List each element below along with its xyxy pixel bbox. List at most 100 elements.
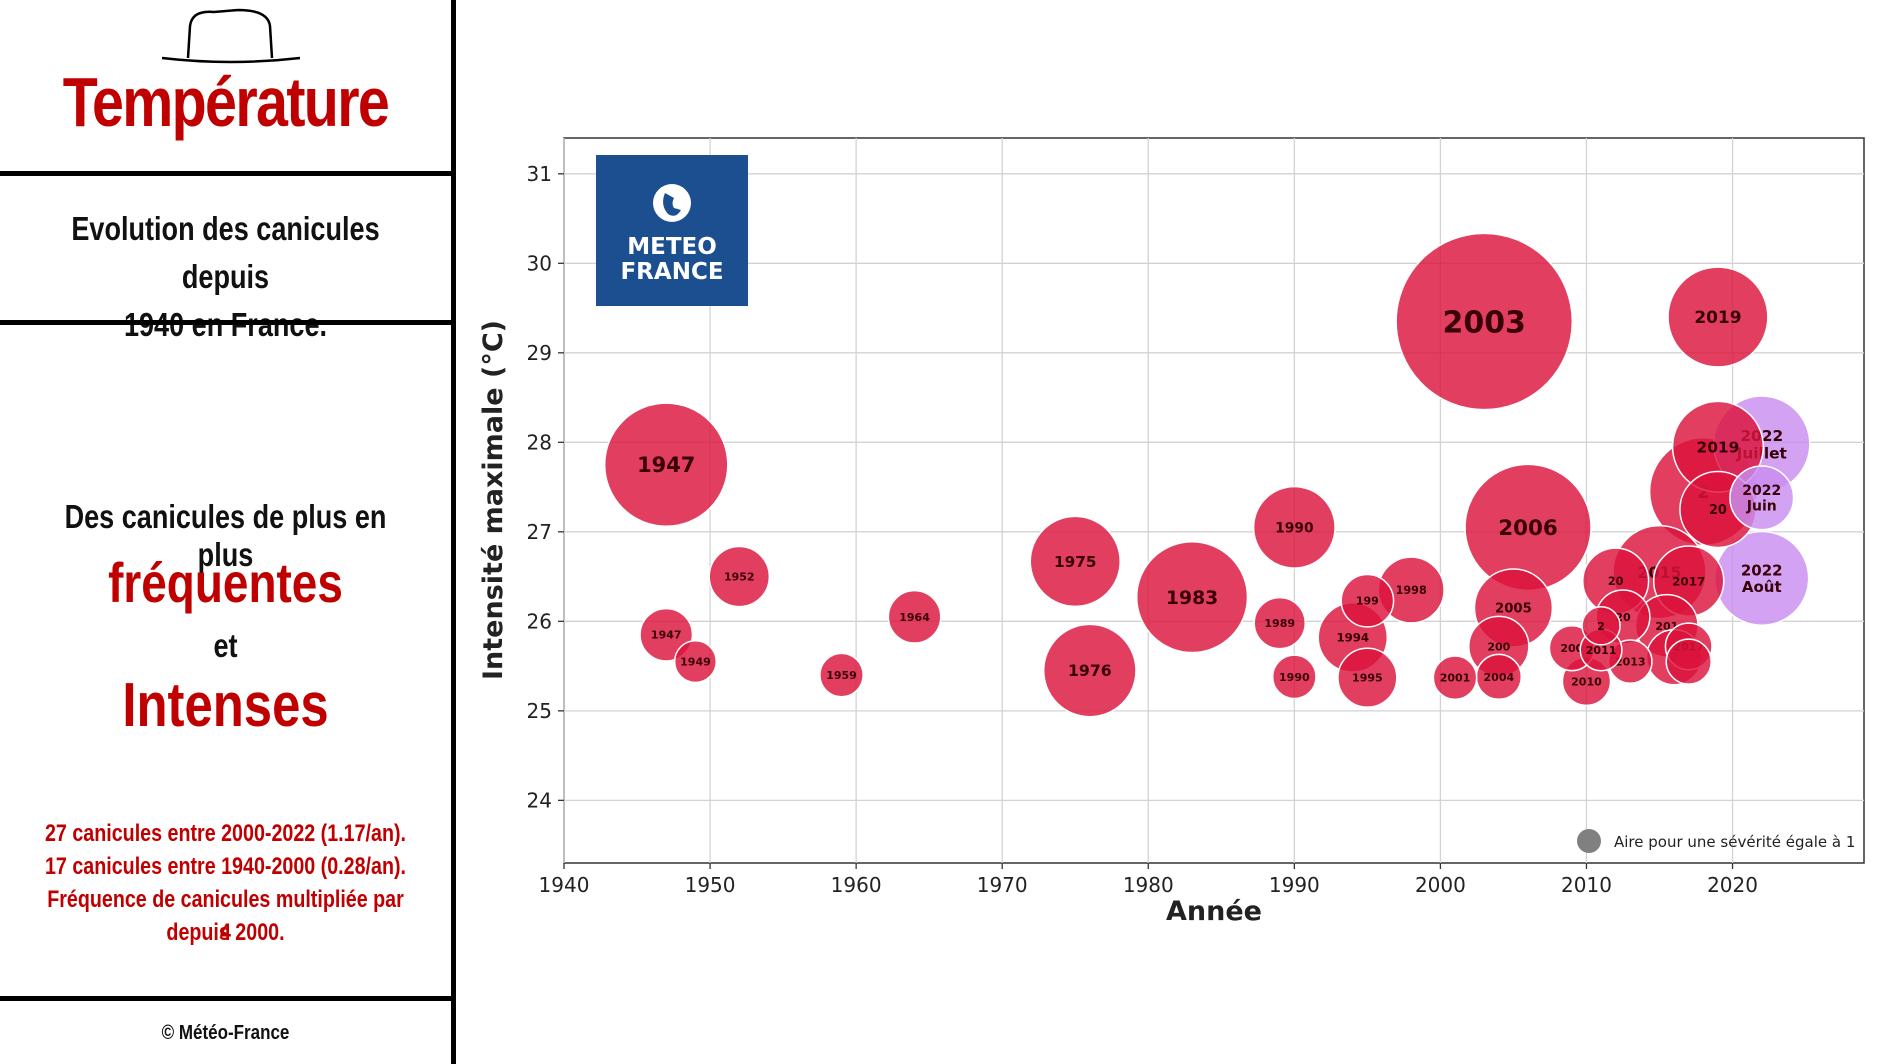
- bubble-label: 1964: [899, 611, 930, 624]
- bubble: [1665, 638, 1712, 685]
- axis-ticks: 1940 1950 1960 1970 1980 1990 2000 2010 20202425…: [527, 162, 1758, 897]
- bubble-circle: [819, 652, 864, 698]
- bubble-circle: [603, 402, 729, 528]
- bubble-circle: [1029, 515, 1121, 608]
- page-title: Température: [62, 63, 390, 141]
- bubble: 1990: [1252, 485, 1336, 569]
- bubble-label: 2010: [1571, 675, 1602, 688]
- stat-line: 17 canicules entre 1940-2000 (0.28/an).: [44, 853, 407, 880]
- bubble-circle: [708, 545, 771, 608]
- subtitle-line: 1940 en France.: [41, 301, 411, 349]
- bubble: 1959: [819, 652, 864, 698]
- y-tick-label: 31: [527, 162, 552, 186]
- bubble: 2019: [1667, 266, 1769, 368]
- claim-text: Des canicules de plus en plus: [64, 498, 387, 573]
- bubble-circle: [1340, 573, 1395, 628]
- bubble-circle: [1271, 654, 1317, 700]
- bubble-label: 1989: [1264, 617, 1295, 630]
- divider: [0, 320, 456, 325]
- bubble: 2: [1581, 606, 1621, 646]
- subtitle-line: Evolution des canicules depuis: [71, 210, 380, 295]
- bubble: 1976: [1042, 623, 1137, 718]
- bubble: 1975: [1029, 515, 1121, 608]
- meteo-france-logo: METEO FRANCE: [596, 155, 748, 306]
- bubble-label: 2003: [1443, 305, 1526, 340]
- bubble-label: 2011: [1586, 644, 1617, 657]
- bubble-label: 1947: [637, 453, 695, 477]
- bubble-label: 2022 Juin: [1742, 483, 1781, 515]
- bubble-layer: 2003200619471983220192022Juillet2022Août…: [603, 232, 1811, 718]
- legend: Aire pour une sévérité égale à 1: [1577, 829, 1855, 853]
- bubble-label: 1975: [1054, 553, 1097, 571]
- bubble: 199: [1340, 573, 1395, 628]
- x-tick-label: 1940: [539, 873, 590, 897]
- bubble: 1990: [1271, 654, 1317, 700]
- bubble-label: 2: [1597, 620, 1605, 633]
- bubble-circle: [1337, 647, 1398, 708]
- bubble-circle: [1252, 485, 1336, 569]
- bubble-label: 1947: [651, 629, 682, 642]
- bubble-circle: [1135, 541, 1249, 654]
- bubble-label: 2022 Août: [1741, 561, 1783, 596]
- bubble-circle: [1395, 232, 1574, 411]
- divider: [0, 996, 456, 1001]
- x-tick-label: 1960: [831, 873, 882, 897]
- bubble-label: 1983: [1166, 588, 1218, 609]
- divider: [0, 171, 456, 176]
- bubble: 2003: [1395, 232, 1574, 411]
- bubble: 1989: [1253, 596, 1306, 650]
- bubble-label: 20: [1608, 575, 1624, 588]
- stat-line: Fréquence de canicules multipliée par 4: [47, 886, 404, 946]
- bubble-label: 2013: [1615, 656, 1646, 669]
- x-tick-label: 1980: [1123, 873, 1174, 897]
- y-tick-label: 28: [527, 430, 552, 454]
- bubble: 1995: [1337, 647, 1398, 708]
- bubble-label: 1959: [826, 669, 857, 682]
- bubble: 2022 Juin: [1729, 465, 1795, 531]
- y-tick-label: 27: [527, 520, 552, 544]
- legend-marker: [1577, 829, 1601, 853]
- bubble-label: 2005: [1495, 602, 1532, 617]
- bubble-label: 2019: [1694, 307, 1741, 327]
- bubble-label: 2019: [1696, 438, 1739, 456]
- bubble-label: 199: [1356, 595, 1379, 608]
- bubble-label: 1990: [1275, 520, 1314, 536]
- y-tick-label: 29: [527, 341, 552, 365]
- bubble-label: 1952: [724, 571, 755, 584]
- bubble: 2004: [1475, 653, 1523, 701]
- bubble-circle: [1253, 596, 1306, 650]
- bubble-label: 2004: [1484, 671, 1515, 684]
- claim-highlight-intense: Intenses: [122, 671, 329, 740]
- copyright-credit: © Météo-France: [161, 1022, 290, 1044]
- bubble-label: 1990: [1279, 671, 1310, 684]
- logo-text: FRANCE: [620, 259, 723, 285]
- bubble-label: 20: [1709, 503, 1727, 518]
- bubble-circle: [1432, 655, 1478, 701]
- bubble: 2001: [1432, 655, 1478, 701]
- x-tick-label: 1950: [685, 873, 736, 897]
- grid: [563, 138, 1864, 863]
- bubble-circle: [1665, 638, 1712, 685]
- bubble-label: 1976: [1068, 661, 1112, 680]
- bubble-label: 200: [1560, 642, 1583, 655]
- bubble-label: 1949: [680, 656, 711, 669]
- logo-background: [596, 155, 748, 306]
- bubble-circle: [1042, 623, 1137, 718]
- y-tick-label: 26: [527, 609, 552, 633]
- sidebar: Température Evolution des canicules depu…: [0, 0, 456, 1064]
- claim-conjunction: et: [213, 627, 238, 664]
- bubble: 1952: [708, 545, 771, 608]
- x-tick-label: 1990: [1269, 873, 1320, 897]
- bubble: 1983: [1135, 541, 1249, 654]
- y-tick-label: 25: [527, 699, 552, 723]
- bubble-label: 2006: [1498, 516, 1558, 541]
- bubble-circle: [1667, 266, 1769, 368]
- bubble-circle: [887, 589, 942, 644]
- y-axis-label: Intensité maximale (°C): [478, 320, 509, 680]
- claim-highlight-frequent: fréquentes: [108, 551, 343, 614]
- bubble: 1949: [673, 640, 718, 684]
- stat-line: 27 canicules entre 2000-2022 (1.17/an).: [44, 820, 407, 847]
- x-tick-label: 1970: [977, 873, 1028, 897]
- x-tick-label: 2010: [1561, 873, 1612, 897]
- bubble: 1964: [887, 589, 942, 644]
